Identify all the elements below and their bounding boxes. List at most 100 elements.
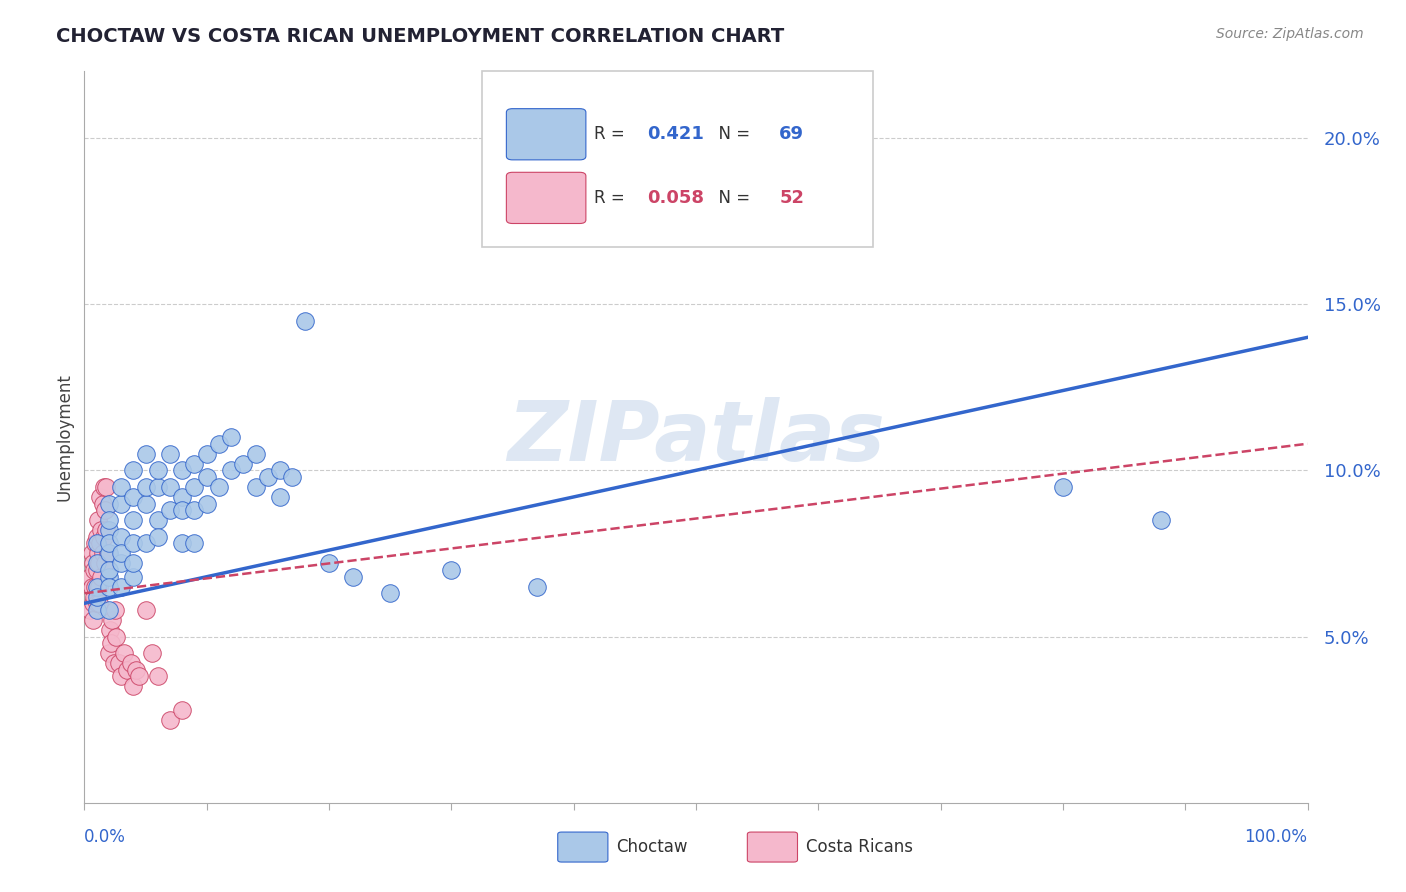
Point: [110, 497, 132, 511]
Point: [128, 669, 150, 683]
Point: [97, 536, 120, 550]
Point: [96, 523, 118, 537]
Point: [97, 563, 120, 577]
Point: [172, 490, 194, 504]
Point: [172, 536, 194, 550]
Point: [87, 546, 110, 560]
Point: [110, 546, 132, 560]
Point: [195, 497, 218, 511]
Point: [105, 630, 128, 644]
Point: [97, 603, 120, 617]
Point: [146, 480, 169, 494]
Point: [93, 530, 115, 544]
Point: [122, 570, 145, 584]
Point: [91, 546, 114, 560]
Point: [97, 570, 120, 584]
Point: [159, 503, 181, 517]
Point: [89, 490, 111, 504]
Text: 0.058: 0.058: [647, 189, 704, 207]
Text: N =: N =: [709, 189, 755, 207]
Point: [269, 463, 291, 477]
Point: [93, 480, 115, 494]
Point: [195, 447, 218, 461]
Point: [122, 680, 145, 694]
Point: [219, 430, 242, 444]
Point: [183, 480, 205, 494]
Point: [120, 656, 142, 670]
Point: [97, 513, 120, 527]
Point: [86, 530, 108, 544]
Point: [1150, 513, 1173, 527]
Point: [80, 580, 103, 594]
Point: [1052, 480, 1074, 494]
Point: [87, 596, 110, 610]
Text: Costa Ricans: Costa Ricans: [806, 838, 912, 855]
Text: 69: 69: [779, 125, 804, 144]
Point: [83, 590, 105, 604]
Point: [135, 480, 157, 494]
Point: [159, 713, 181, 727]
Point: [245, 480, 267, 494]
Point: [294, 314, 316, 328]
Point: [172, 703, 194, 717]
Point: [79, 603, 101, 617]
Point: [208, 436, 231, 450]
Point: [80, 546, 103, 560]
Point: [122, 490, 145, 504]
Point: [87, 580, 110, 594]
Point: [89, 536, 111, 550]
Text: R =: R =: [595, 125, 630, 144]
Point: [86, 563, 108, 577]
Point: [586, 204, 609, 219]
Point: [94, 503, 117, 517]
Point: [94, 557, 117, 571]
Point: [135, 497, 157, 511]
Point: [97, 646, 120, 660]
Point: [86, 596, 108, 610]
Text: N =: N =: [709, 125, 755, 144]
FancyBboxPatch shape: [506, 109, 586, 160]
Point: [98, 623, 121, 637]
Text: ZIPatlas: ZIPatlas: [508, 397, 884, 477]
Point: [104, 603, 127, 617]
Point: [172, 463, 194, 477]
Point: [146, 669, 169, 683]
Point: [135, 447, 157, 461]
Point: [86, 536, 108, 550]
FancyBboxPatch shape: [506, 172, 586, 224]
Point: [122, 536, 145, 550]
Point: [83, 563, 105, 577]
Point: [807, 214, 830, 228]
Text: CHOCTAW VS COSTA RICAN UNEMPLOYMENT CORRELATION CHART: CHOCTAW VS COSTA RICAN UNEMPLOYMENT CORR…: [56, 27, 785, 45]
Point: [122, 513, 145, 527]
Y-axis label: Unemployment: Unemployment: [55, 373, 73, 501]
Point: [257, 470, 280, 484]
Point: [84, 580, 107, 594]
Point: [87, 513, 110, 527]
Point: [100, 636, 122, 650]
Point: [115, 663, 138, 677]
FancyBboxPatch shape: [482, 71, 873, 247]
Point: [82, 613, 104, 627]
Point: [159, 447, 181, 461]
Point: [245, 447, 267, 461]
Point: [110, 580, 132, 594]
Point: [183, 457, 205, 471]
Point: [146, 513, 169, 527]
Point: [135, 603, 157, 617]
Point: [526, 580, 548, 594]
Point: [101, 613, 124, 627]
Point: [82, 596, 104, 610]
Point: [97, 580, 120, 594]
Point: [172, 503, 194, 517]
Point: [86, 557, 108, 571]
Point: [269, 490, 291, 504]
Point: [90, 523, 112, 537]
Point: [232, 457, 254, 471]
Text: Source: ZipAtlas.com: Source: ZipAtlas.com: [1216, 27, 1364, 41]
Point: [318, 557, 340, 571]
Text: 0.421: 0.421: [647, 125, 704, 144]
Point: [219, 463, 242, 477]
Point: [90, 570, 112, 584]
Point: [208, 480, 231, 494]
